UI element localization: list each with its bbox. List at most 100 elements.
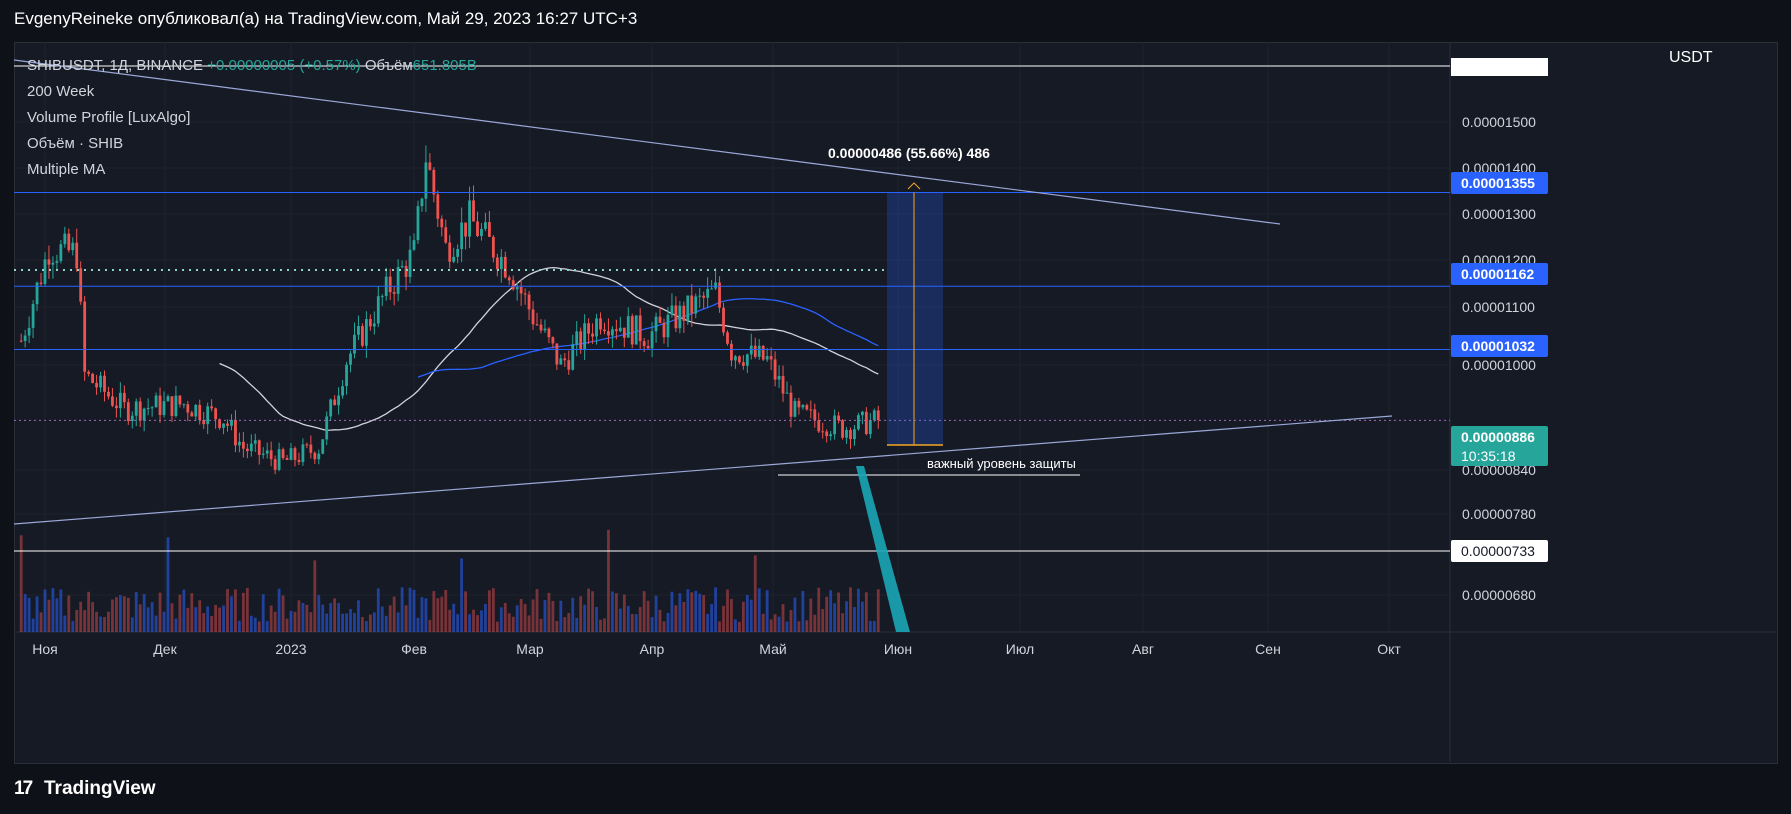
- candle-body: [372, 323, 376, 327]
- candle-body: [460, 222, 464, 250]
- volume-bar: [368, 614, 372, 632]
- candle-body: [674, 305, 678, 329]
- volume-bar: [523, 603, 527, 632]
- indicator-volume-profile[interactable]: Volume Profile [LuxAlgo]: [27, 109, 191, 126]
- volume-bar: [154, 615, 158, 632]
- volume-bar: [527, 615, 531, 632]
- volume-bar: [468, 614, 471, 632]
- candle-body: [194, 404, 198, 417]
- candle-body: [575, 331, 579, 345]
- volume-bar: [345, 613, 348, 632]
- candle-body: [111, 396, 114, 406]
- symbol-label[interactable]: SHIBUSDT, 1Д, BINANCE: [27, 57, 204, 74]
- candle-body: [448, 242, 452, 262]
- volume-bar: [666, 612, 670, 632]
- candle-body: [614, 329, 618, 332]
- indicator-volume[interactable]: Объём · SHIB: [27, 135, 124, 152]
- candle-body: [658, 316, 662, 323]
- candle-body: [468, 200, 471, 237]
- candle-body: [527, 294, 531, 310]
- volume-bar: [305, 604, 309, 632]
- candle-body: [488, 222, 491, 237]
- candle-body: [115, 405, 118, 409]
- volume-bar: [87, 591, 91, 632]
- volume-bar: [642, 591, 646, 632]
- volume-bar: [662, 621, 666, 632]
- volume-bar: [678, 593, 682, 632]
- countdown-label: 10:35:18: [1461, 448, 1516, 464]
- volume-bar: [190, 593, 194, 632]
- candle-body: [281, 449, 285, 459]
- candle-body: [670, 305, 674, 315]
- candle-body: [154, 395, 158, 408]
- candle-body: [519, 286, 523, 294]
- volume-bar: [876, 589, 880, 632]
- candle-body: [595, 318, 598, 337]
- time-tick: Фев: [401, 641, 427, 657]
- indicator-200-week[interactable]: 200 Week: [27, 83, 95, 100]
- volume-bar: [841, 613, 844, 632]
- candle-body: [587, 323, 590, 334]
- candle-body: [146, 407, 150, 409]
- candle-body: [416, 206, 420, 241]
- candle-body: [781, 375, 785, 394]
- candle-body: [404, 266, 408, 277]
- candle-body: [571, 344, 575, 370]
- volume-bar: [329, 602, 333, 632]
- candle-body: [833, 415, 837, 435]
- volume-bar: [611, 591, 614, 632]
- volume-bar: [376, 588, 380, 632]
- volume-bar: [412, 589, 416, 632]
- price-badge-label: 0.00000733: [1461, 543, 1535, 559]
- candle-body: [39, 282, 43, 284]
- candle-body: [150, 407, 154, 409]
- volume-bar: [63, 615, 67, 632]
- candle-body: [55, 260, 59, 263]
- volume-bar: [392, 596, 396, 632]
- candle-body: [353, 334, 356, 354]
- candle-body: [83, 301, 87, 372]
- volume-bar: [138, 604, 142, 632]
- volume-bar: [107, 611, 110, 632]
- price-badge: [1451, 172, 1548, 194]
- candle-body: [607, 331, 610, 336]
- candle-body: [515, 286, 519, 290]
- volume-bar: [674, 605, 678, 632]
- volume-bar: [71, 621, 75, 632]
- volume-bar: [245, 587, 249, 632]
- volume-bar: [630, 613, 634, 632]
- tradingview-logo[interactable]: 17 TradingView: [14, 778, 156, 800]
- candle-body: [757, 345, 761, 357]
- volume-bar: [614, 593, 618, 632]
- volume-bar: [618, 608, 622, 632]
- indicator-multiple-ma[interactable]: Multiple MA: [27, 161, 106, 178]
- volume-bar: [813, 614, 817, 632]
- chart-legend: SHIBUSDT, 1Д, BINANCE +0.00000005 (+0.57…: [27, 53, 477, 183]
- candle-body: [511, 280, 515, 290]
- candle-body: [539, 324, 543, 331]
- price-tick: 0.00001300: [1462, 206, 1536, 222]
- candle-body: [35, 282, 39, 305]
- volume-bar: [658, 609, 662, 632]
- volume-bar: [380, 606, 384, 632]
- candle-body: [547, 328, 551, 338]
- price-tick: 0.00000680: [1462, 587, 1536, 603]
- candle-body: [376, 296, 380, 324]
- price-tick: 0.00001000: [1462, 357, 1536, 373]
- volume-bar: [357, 600, 360, 632]
- volume-bar: [753, 555, 757, 632]
- candle-body: [126, 402, 130, 422]
- volume-bar: [325, 613, 329, 632]
- volume-bar: [174, 618, 178, 632]
- candle-body: [210, 406, 214, 409]
- volume-bar: [289, 610, 293, 632]
- candle-body: [103, 375, 106, 392]
- currency-label[interactable]: USDT: [1669, 49, 1713, 66]
- volume-bar: [67, 595, 71, 632]
- volume-bar: [162, 611, 166, 632]
- price-badge-label: 0.00001032: [1461, 338, 1535, 354]
- volume-bar: [511, 616, 515, 632]
- candle-body: [745, 354, 749, 366]
- price-change: +0.00000005 (+0.57%): [207, 57, 361, 74]
